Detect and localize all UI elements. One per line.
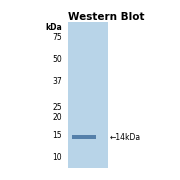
Text: 50: 50 — [52, 55, 62, 64]
Text: 15: 15 — [52, 132, 62, 141]
Text: kDa: kDa — [45, 24, 62, 33]
Text: 37: 37 — [52, 78, 62, 87]
Text: 75: 75 — [52, 33, 62, 42]
Bar — [68, 22, 108, 168]
Text: 25: 25 — [52, 103, 62, 112]
Bar — [72, 135, 96, 139]
Text: Western Blot: Western Blot — [68, 12, 144, 22]
Text: 20: 20 — [52, 114, 62, 123]
Text: ←14kDa: ←14kDa — [110, 132, 141, 141]
Text: 10: 10 — [52, 154, 62, 163]
